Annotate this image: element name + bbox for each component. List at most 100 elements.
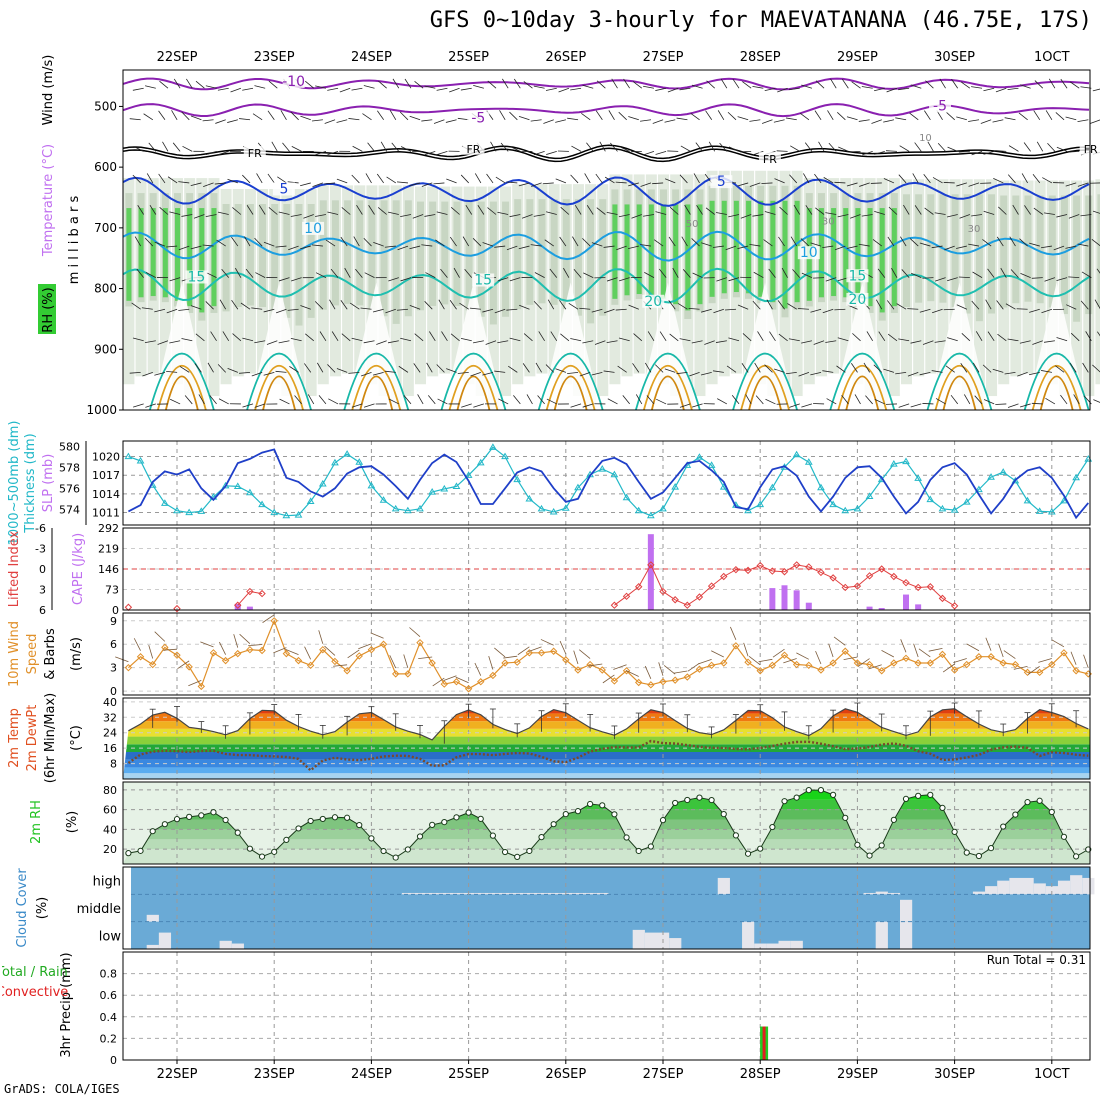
pressure-tick-label: 600 — [94, 160, 117, 174]
wind-barb — [386, 176, 397, 184]
isotherm-surface — [156, 364, 207, 411]
cloud-level-label: high — [93, 875, 121, 890]
wind-barb — [987, 268, 995, 278]
wind-barb — [606, 277, 618, 282]
rh-shading-cell — [451, 186, 463, 377]
wind-barb-10m — [517, 646, 530, 656]
rh-shading-cell — [246, 204, 254, 306]
wind-barb — [258, 204, 266, 215]
slp-marker — [707, 461, 716, 468]
wind-barb — [133, 403, 144, 408]
temp-tick-label: 16 — [103, 742, 117, 755]
wind-barb — [825, 277, 837, 282]
temp-tick-label: 24 — [103, 727, 117, 740]
wind-barb-10m — [1038, 658, 1052, 663]
wind-barb-10m — [233, 634, 239, 648]
wind-barb — [339, 87, 351, 93]
li-marker — [683, 601, 692, 609]
wind-barb — [632, 363, 640, 373]
wind-barb-10m — [347, 649, 360, 659]
wind-barb — [457, 117, 469, 121]
wind-barb — [424, 301, 433, 310]
wind-barb — [363, 85, 375, 89]
contour-label-bg — [929, 99, 952, 113]
wind-barb — [450, 333, 460, 342]
slp-marker — [634, 506, 643, 514]
wind-barb — [210, 331, 217, 342]
wind-barb — [898, 87, 910, 91]
wind-barb — [1068, 150, 1080, 153]
wind-barb — [312, 182, 324, 187]
wind-barb — [218, 398, 229, 405]
wind-barb — [158, 110, 166, 121]
run-total-label: Run Total = 0.31 — [987, 953, 1086, 967]
wind-barb — [910, 340, 922, 344]
wind-barb — [891, 267, 898, 278]
wind-barb — [219, 299, 227, 310]
wind-barb — [167, 176, 178, 184]
wind-barb — [924, 207, 934, 215]
wind-barb — [987, 331, 995, 342]
rh-marker — [198, 812, 205, 819]
wind-barb-10m — [219, 641, 226, 655]
li-marker — [258, 589, 266, 598]
wind-barb — [790, 236, 798, 247]
wind-speed-marker — [1072, 667, 1080, 675]
wind-barb — [712, 370, 724, 373]
slp-marker — [525, 494, 534, 502]
wind-barb-10m — [115, 656, 129, 663]
wind-barb-10m — [559, 640, 567, 655]
wind-barb — [749, 182, 761, 187]
wind-barb — [939, 78, 946, 89]
wind-barb — [790, 145, 800, 152]
bottom-date-label: 25SEP — [448, 1067, 489, 1082]
rh-shading-cell — [150, 208, 156, 297]
wind-barb-10m — [772, 648, 785, 658]
wind-barb — [971, 214, 983, 217]
rh-marker — [842, 814, 849, 821]
li-marker — [173, 604, 181, 613]
slp-marker — [950, 506, 959, 513]
wind-barb — [1016, 308, 1028, 310]
wind-barb — [846, 245, 858, 249]
rh-band — [123, 829, 1090, 840]
slp-marker — [1035, 507, 1044, 514]
rh-shading-cell — [269, 189, 281, 385]
wind-barb — [146, 173, 154, 184]
rh-marker — [927, 791, 934, 798]
rh-marker — [283, 836, 290, 843]
contour-label: -10 — [282, 74, 305, 90]
rh-shading-cell — [867, 208, 873, 307]
wind-barb — [449, 236, 457, 247]
li-marker — [756, 561, 764, 570]
precip-legend-total: Total / Rain — [0, 965, 68, 980]
wind-speed-marker — [440, 680, 449, 688]
wind-barb — [182, 145, 193, 152]
wind-barb — [397, 245, 409, 251]
wind-barb — [712, 245, 724, 248]
slp-marker — [391, 504, 400, 512]
wind-barb — [659, 268, 667, 278]
wind-barb — [134, 236, 142, 247]
wind-barb — [1077, 119, 1089, 122]
slp-marker — [464, 471, 473, 478]
wind-barb — [1019, 403, 1031, 408]
wind-barb — [141, 307, 153, 310]
slp-tick-label: 1014 — [92, 488, 120, 501]
wind-barb — [887, 236, 895, 247]
wind-tick-label: 9 — [110, 615, 117, 628]
rh-marker — [356, 821, 363, 829]
wind-barb — [950, 394, 959, 405]
wind-barb — [376, 340, 387, 345]
bottom-date-label: 28SEP — [740, 1067, 781, 1082]
wind-barb — [825, 340, 837, 343]
wind-barb — [956, 304, 968, 310]
wind-barb — [960, 362, 968, 373]
slp-marker — [331, 458, 339, 466]
wind-barb — [766, 299, 773, 310]
wind-barb — [937, 142, 946, 152]
slp-marker — [476, 458, 485, 466]
cloud-high-cell — [1070, 875, 1083, 895]
contour-label: FR — [466, 143, 480, 156]
wind-barb — [982, 364, 992, 373]
